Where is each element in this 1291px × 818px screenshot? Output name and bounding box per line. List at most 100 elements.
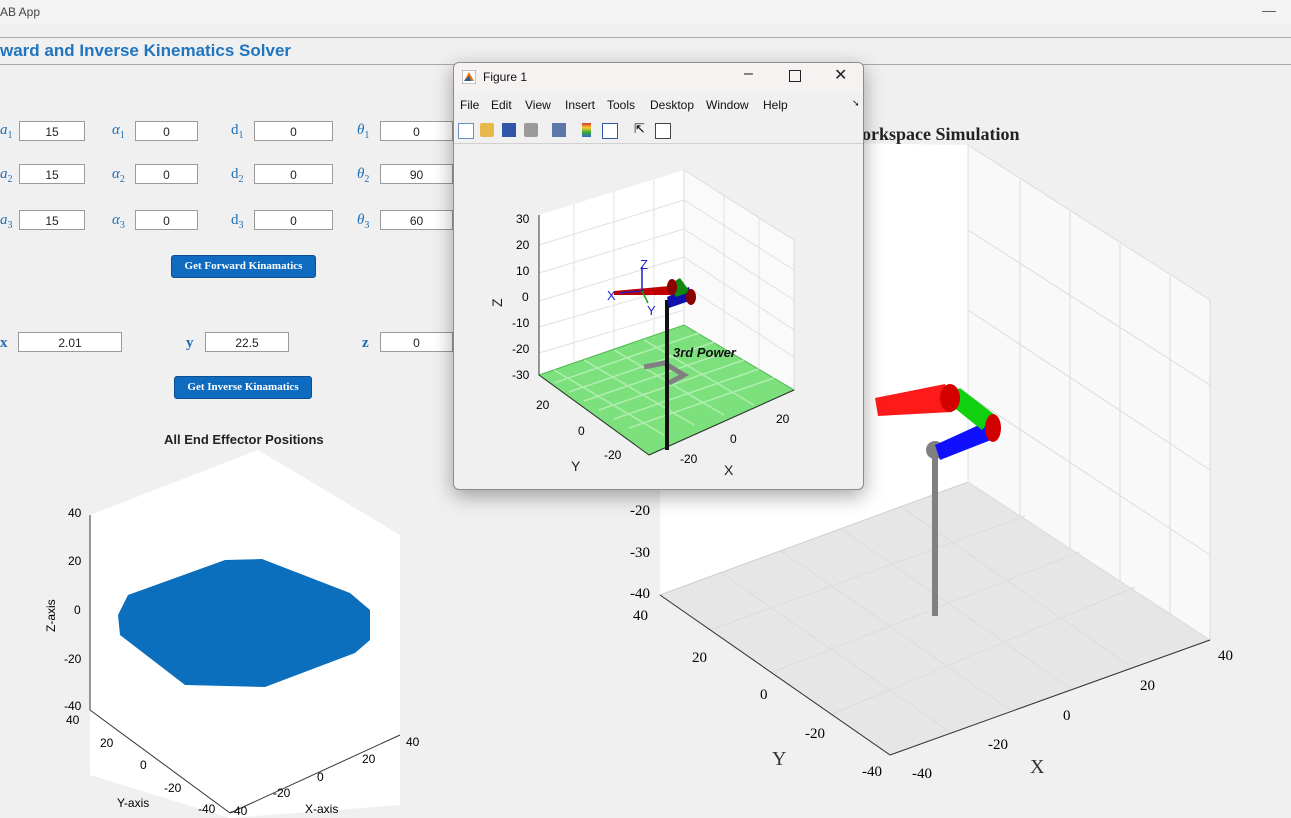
get-forward-kinematics-button[interactable]: Get Forward Kinamatics (171, 255, 316, 278)
theta2-field[interactable]: 90 (380, 164, 453, 184)
z-field[interactable]: 0 (380, 332, 453, 352)
y-tick: 0 (140, 758, 147, 772)
label-d3: d3 (231, 212, 244, 231)
x-tick: 20 (1140, 678, 1155, 694)
menu-desktop[interactable]: Desktop (650, 98, 695, 112)
x-tick: 20 (776, 412, 790, 426)
menu-window[interactable]: Window (706, 98, 749, 112)
menu-tools[interactable]: Tools (607, 98, 636, 112)
x-axis-label: X (1030, 756, 1045, 778)
y-tick: -40 (198, 802, 216, 816)
divider (0, 37, 1291, 38)
robot-base-shadow (643, 360, 690, 386)
x-tick: -20 (680, 452, 698, 466)
endeffector-plot[interactable]: 40 20 0 -20 -40 40 20 0 -20 -40 -40 -20 … (0, 445, 450, 818)
alpha3-field[interactable]: 0 (135, 210, 198, 230)
joint-2 (940, 384, 960, 412)
z-tick: -10 (512, 316, 530, 330)
figure-close-icon[interactable]: ✕ (834, 67, 848, 84)
label-d1: d1 (231, 122, 244, 141)
label-a3: a3 (0, 212, 13, 231)
frame-y-label: Y (647, 303, 656, 318)
theta3-field[interactable]: 60 (380, 210, 453, 230)
y-axis-line (659, 594, 891, 756)
x-tick: -40 (230, 804, 248, 818)
minimize-icon[interactable]: — (1262, 2, 1276, 18)
y-axis-line (538, 374, 650, 456)
y-field[interactable]: 22.5 (205, 332, 289, 352)
x-tick: -20 (988, 737, 1008, 753)
menu-file[interactable]: File (460, 98, 480, 112)
d3-field[interactable]: 0 (254, 210, 333, 230)
get-inverse-kinematics-button[interactable]: Get Inverse Kinamatics (174, 376, 312, 399)
theta1-field[interactable]: 0 (380, 121, 453, 141)
frame-x-axis (618, 290, 643, 294)
y-axis-label: Y (571, 458, 581, 474)
z-tick: 20 (516, 238, 530, 252)
alpha2-field[interactable]: 0 (135, 164, 198, 184)
x-axis-label: X-axis (305, 802, 338, 816)
y-tick: 0 (578, 424, 585, 438)
label-alpha2: α2 (112, 166, 125, 185)
d2-field[interactable]: 0 (254, 164, 333, 184)
property-inspector-icon[interactable] (655, 123, 671, 139)
new-figure-icon[interactable] (458, 123, 474, 139)
x-axis-line (648, 389, 795, 456)
label-d2: d2 (231, 166, 244, 185)
z-tick: -30 (630, 545, 650, 561)
x-tick: -20 (273, 786, 291, 800)
y-tick: -20 (805, 726, 825, 742)
joint-3 (686, 289, 696, 305)
figure-maximize-icon[interactable] (789, 70, 801, 82)
z-tick: -40 (64, 699, 82, 713)
z-axis-label: Z (489, 298, 505, 307)
y-tick: -20 (604, 448, 622, 462)
print-icon[interactable] (524, 123, 538, 137)
alpha1-field[interactable]: 0 (135, 121, 198, 141)
figure-window[interactable]: Figure 1 – ✕ File Edit View Insert Tools… (453, 62, 864, 490)
pointer-icon[interactable]: ⇱ (634, 121, 645, 136)
x-axis-line (889, 639, 1211, 756)
workspace-grid (709, 180, 1211, 733)
menu-edit[interactable]: Edit (491, 98, 512, 112)
x-field[interactable]: 2.01 (18, 332, 122, 352)
a3-field[interactable]: 15 (19, 210, 85, 230)
link-1 (935, 420, 996, 460)
x-tick: 40 (406, 735, 420, 749)
menu-insert[interactable]: Insert (565, 98, 596, 112)
figure-toolbar: ⇱ (454, 117, 863, 144)
z-tick: 10 (516, 264, 530, 278)
z-tick: -20 (630, 503, 650, 519)
x-tick: 0 (1063, 708, 1071, 724)
dock-arrow-icon[interactable]: ➘ (852, 98, 860, 108)
x-tick: 40 (1218, 648, 1233, 664)
z-tick: -30 (512, 368, 530, 382)
label-a2: a2 (0, 166, 13, 185)
link-plot-icon[interactable] (552, 123, 566, 137)
joint-2 (667, 279, 677, 295)
app-titlebar (0, 0, 1291, 24)
label-alpha1: α1 (112, 122, 125, 141)
menu-help[interactable]: Help (763, 98, 788, 112)
workspace-plot[interactable]: -20 -30 -40 40 20 0 -20 -40 -40 -20 0 20… (600, 140, 1291, 818)
robot-plot[interactable]: Z X Y 3rd Power 30 20 10 0 -10 -20 -30 2… (454, 145, 863, 489)
z-tick: 30 (516, 212, 530, 226)
z-axis-label: Z-axis (44, 599, 58, 632)
z-tick: -20 (64, 652, 82, 666)
menu-view[interactable]: View (525, 98, 551, 112)
frame-x-label: X (607, 288, 616, 303)
z-tick: 40 (68, 506, 82, 520)
legend-icon[interactable] (602, 123, 618, 139)
frame-y-axis (641, 290, 649, 304)
label-y: y (186, 335, 194, 351)
figure-titlebar[interactable]: Figure 1 – ✕ (454, 63, 863, 91)
open-file-icon[interactable] (480, 123, 494, 137)
save-icon[interactable] (502, 123, 516, 137)
d1-field[interactable]: 0 (254, 121, 333, 141)
colorbar-icon[interactable] (582, 123, 591, 137)
x-tick: 20 (362, 752, 376, 766)
x-axis-line (229, 734, 401, 814)
a1-field[interactable]: 15 (19, 121, 85, 141)
a2-field[interactable]: 15 (19, 164, 85, 184)
figure-minimize-icon[interactable]: – (744, 65, 753, 82)
